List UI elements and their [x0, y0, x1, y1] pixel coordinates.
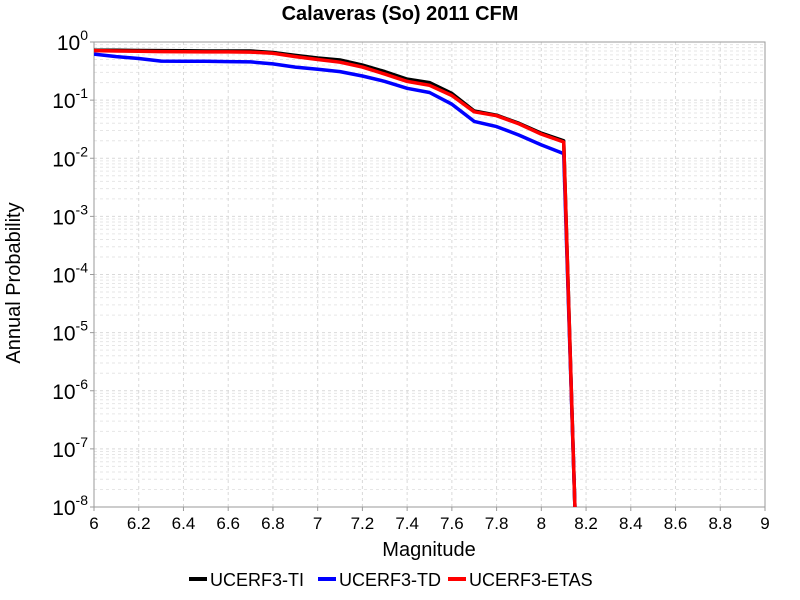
x-tick-label: 8.4 — [619, 514, 643, 533]
x-tick-label: 6.6 — [216, 514, 240, 533]
y-tick-base: 10 — [52, 265, 75, 288]
y-tick-exponent: -3 — [76, 201, 89, 217]
x-tick-label: 7.8 — [485, 514, 509, 533]
y-tick-label: 10-2 — [52, 143, 88, 171]
x-axis-label: Magnitude — [382, 539, 475, 561]
y-tick-label: 10-4 — [52, 260, 88, 288]
y-tick-base: 10 — [52, 323, 75, 346]
y-tick-base: 10 — [52, 497, 75, 520]
x-tick-label: 6.2 — [127, 514, 151, 533]
x-tick-label: 8.6 — [664, 514, 688, 533]
y-tick-label: 10-7 — [52, 434, 88, 462]
y-tick-base: 10 — [52, 439, 75, 462]
series-line-ucerf3-etas — [94, 48, 577, 508]
x-tick-label: 8 — [537, 514, 546, 533]
y-axis-label: Annual Probability — [3, 202, 25, 363]
y-tick-exponent: -7 — [76, 434, 89, 450]
x-tick-label: 8.2 — [574, 514, 598, 533]
x-tick-label: 6.4 — [172, 514, 196, 533]
y-tick-exponent: -4 — [76, 260, 89, 276]
y-tick-label: 100 — [57, 27, 88, 55]
y-tick-exponent: 0 — [80, 27, 88, 43]
x-tick-label: 7 — [313, 514, 322, 533]
y-tick-base: 10 — [52, 148, 75, 171]
y-tick-label: 10-8 — [52, 492, 88, 520]
y-tick-base: 10 — [52, 206, 75, 229]
y-tick-label: 10-1 — [52, 85, 88, 113]
y-tick-label: 10-6 — [52, 376, 88, 404]
x-tick-label: 8.8 — [708, 514, 732, 533]
legend-item-label: UCERF3-TI — [210, 570, 304, 590]
x-tick-label: 7.2 — [351, 514, 375, 533]
series-line-ucerf3-td — [94, 52, 577, 508]
grid-lines — [93, 41, 766, 508]
y-tick-base: 10 — [57, 32, 80, 55]
y-tick-exponent: -1 — [76, 85, 89, 101]
y-tick-base: 10 — [52, 381, 75, 404]
chart-title: Calaveras (So) 2011 CFM — [282, 3, 519, 25]
y-tick-exponent: -6 — [76, 376, 89, 392]
y-tick-exponent: -5 — [76, 318, 89, 334]
legend-item-label: UCERF3-ETAS — [469, 570, 593, 590]
x-tick-label: 6.8 — [261, 514, 285, 533]
series-layer — [94, 48, 577, 508]
y-tick-base: 10 — [52, 90, 75, 113]
x-tick-label: 7.4 — [395, 514, 419, 533]
x-tick-label: 6 — [89, 514, 98, 533]
x-tick-label: 7.6 — [440, 514, 464, 533]
y-tick-exponent: -2 — [76, 143, 89, 159]
y-tick-label: 10-3 — [52, 201, 88, 229]
x-tick-label: 9 — [760, 514, 769, 533]
legend: UCERF3-TI UCERF3-TD UCERF3-ETAS — [189, 570, 593, 590]
y-tick-label: 10-5 — [52, 318, 88, 346]
x-axis-ticks: 6 6.2 6.4 6.6 6.8 7 7.2 7.4 7.6 7.8 8 8.2 8.4 8.6 8.8 9 — [89, 507, 770, 533]
y-tick-exponent: -8 — [76, 492, 89, 508]
legend-item-label: UCERF3-TD — [339, 570, 441, 590]
